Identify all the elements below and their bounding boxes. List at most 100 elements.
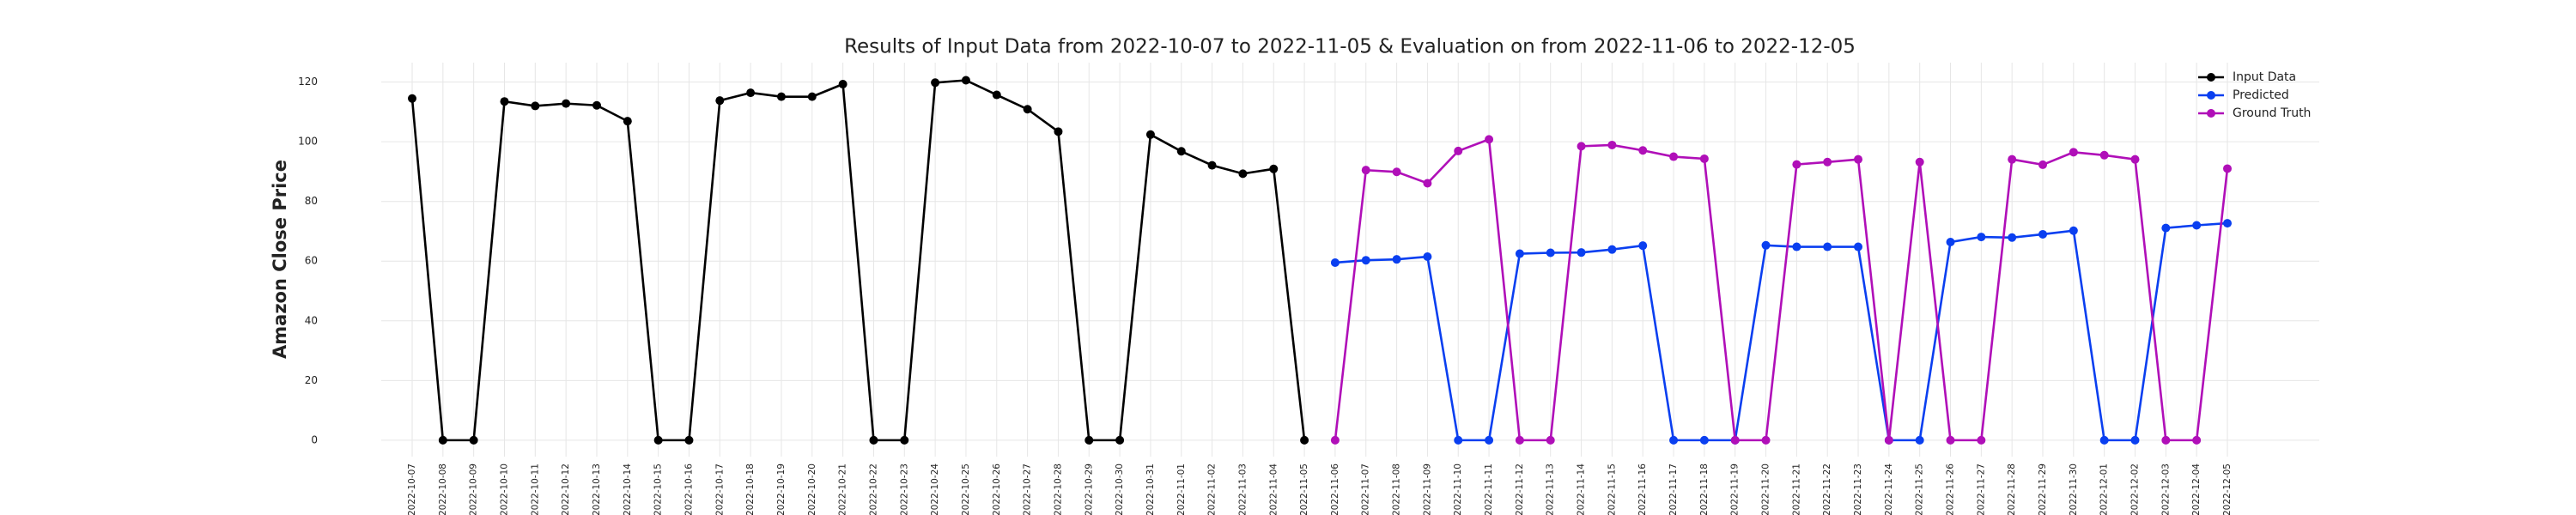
- x-tick-label: 2022-10-27: [1023, 464, 1033, 515]
- data-point: [1638, 241, 1648, 251]
- y-tick-label: 80: [305, 195, 318, 207]
- data-point: [1454, 435, 1463, 445]
- data-point: [562, 99, 571, 108]
- x-tick-label: 2022-10-29: [1084, 464, 1094, 515]
- data-point: [438, 435, 447, 445]
- y-tick-label: 40: [305, 314, 318, 326]
- x-tick-label: 2022-11-17: [1668, 464, 1679, 515]
- data-point: [746, 88, 756, 98]
- data-point: [1946, 237, 1955, 246]
- x-tick-label: 2022-11-23: [1853, 464, 1863, 515]
- x-tick-label: 2022-11-24: [1884, 464, 1894, 515]
- data-point: [408, 94, 416, 103]
- x-tick-label: 2022-11-29: [2038, 464, 2048, 515]
- x-tick-label: 2022-12-05: [2222, 464, 2233, 515]
- data-point: [1084, 435, 1094, 445]
- legend-marker: [2207, 91, 2215, 100]
- data-point: [1515, 435, 1524, 445]
- y-tick-label: 120: [298, 76, 318, 88]
- data-point: [2069, 148, 2078, 157]
- x-tick-label: 2022-10-09: [469, 464, 479, 515]
- data-point: [684, 435, 694, 445]
- data-point: [1546, 435, 1555, 445]
- legend-marker: [2207, 109, 2215, 118]
- data-point: [1792, 160, 1801, 169]
- data-point: [1761, 435, 1771, 445]
- x-tick-label: 2022-11-03: [1237, 464, 1248, 515]
- data-point: [1946, 435, 1955, 445]
- x-tick-label: 2022-10-16: [683, 464, 694, 515]
- x-tick-label: 2022-10-23: [899, 464, 909, 515]
- data-point: [1792, 242, 1801, 251]
- data-point: [2038, 160, 2048, 169]
- x-tick-label: 2022-11-07: [1361, 464, 1371, 515]
- x-tick-label: 2022-11-10: [1453, 464, 1463, 515]
- data-point: [1854, 242, 1863, 251]
- x-tick-label: 2022-11-19: [1730, 464, 1741, 515]
- data-point: [1054, 127, 1063, 136]
- data-point: [1607, 245, 1617, 254]
- data-point: [1023, 105, 1032, 114]
- data-point: [1884, 435, 1893, 445]
- data-point: [1392, 167, 1401, 177]
- x-tick-label: 2022-10-13: [592, 464, 602, 515]
- y-tick-label: 60: [305, 255, 318, 267]
- x-tick-label: 2022-11-11: [1484, 464, 1494, 515]
- legend-marker: [2207, 73, 2215, 82]
- x-tick-label: 2022-11-05: [1299, 464, 1309, 515]
- x-tick-label: 2022-12-02: [2130, 464, 2141, 515]
- data-point: [2130, 435, 2140, 445]
- x-tick-label: 2022-11-21: [1791, 464, 1801, 515]
- y-tick-label: 0: [311, 433, 318, 445]
- data-point: [2192, 221, 2202, 230]
- data-point: [1669, 435, 1679, 445]
- x-tick-label: 2022-11-01: [1176, 464, 1187, 515]
- x-tick-label: 2022-10-28: [1053, 464, 1063, 515]
- data-point: [2192, 435, 2202, 445]
- x-tick-label: 2022-11-15: [1607, 464, 1617, 515]
- data-point: [1823, 157, 1832, 167]
- x-tick-label: 2022-11-08: [1392, 464, 1402, 515]
- data-point: [2223, 164, 2232, 173]
- data-point: [1577, 142, 1586, 151]
- x-tick-label: 2022-10-17: [714, 464, 725, 515]
- x-tick-label: 2022-11-02: [1207, 464, 1218, 515]
- data-point: [1761, 240, 1771, 250]
- data-point: [2223, 219, 2232, 228]
- series-line: [410, 79, 1306, 442]
- x-tick-label: 2022-10-07: [407, 464, 417, 515]
- x-tick-label: 2022-11-25: [1915, 464, 1925, 515]
- series-line: [1334, 137, 2229, 442]
- data-point: [1699, 435, 1709, 445]
- data-point: [1515, 249, 1524, 258]
- data-point: [2038, 229, 2048, 239]
- data-point: [623, 117, 632, 126]
- x-tick-label: 2022-10-25: [961, 464, 971, 515]
- x-tick-label: 2022-11-20: [1761, 464, 1771, 515]
- x-tick-label: 2022-11-09: [1422, 464, 1432, 515]
- x-tick-label: 2022-10-11: [530, 464, 540, 515]
- data-point: [1823, 242, 1832, 251]
- x-tick-label: 2022-11-04: [1268, 464, 1279, 515]
- data-point: [2099, 150, 2109, 160]
- data-point: [900, 435, 909, 445]
- x-tick-label: 2022-11-16: [1637, 464, 1648, 515]
- data-point: [1977, 233, 1986, 242]
- x-tick-label: 2022-10-12: [561, 464, 571, 515]
- legend-label: Input Data: [2233, 70, 2296, 84]
- data-point: [1300, 435, 1309, 445]
- data-point: [1485, 135, 1494, 144]
- data-point: [869, 435, 878, 445]
- data-point: [1423, 179, 1432, 188]
- x-tick-label: 2022-11-22: [1822, 464, 1832, 515]
- y-tick-label: 20: [305, 374, 318, 386]
- x-tick-label: 2022-11-28: [2007, 464, 2017, 515]
- x-tick-label: 2022-11-13: [1546, 464, 1556, 515]
- y-axis-label: Amazon Close Price: [270, 160, 290, 359]
- data-point: [2069, 226, 2078, 235]
- data-point: [961, 76, 970, 85]
- data-point: [1607, 140, 1617, 149]
- data-point: [1269, 164, 1279, 173]
- x-tick-label: 2022-10-30: [1115, 464, 1125, 515]
- data-point: [807, 92, 817, 101]
